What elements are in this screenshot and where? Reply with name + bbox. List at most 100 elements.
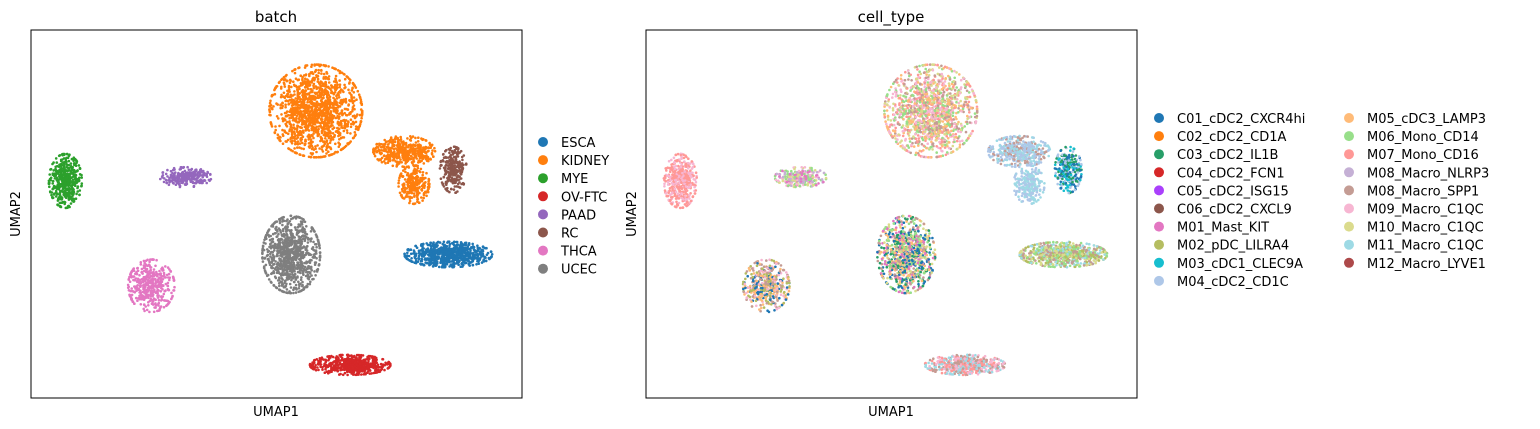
- scatter-point: [348, 91, 351, 95]
- scatter-point: [403, 155, 406, 158]
- scatter-point: [312, 132, 315, 135]
- scatter-point: [442, 175, 446, 179]
- scatter-point: [324, 75, 328, 79]
- scatter-point: [300, 114, 304, 118]
- scatter-point: [299, 98, 303, 101]
- scatter-point: [318, 113, 321, 117]
- scatter-point: [288, 95, 292, 99]
- scatter-point: [304, 104, 308, 108]
- scatter-point: [312, 240, 315, 244]
- scatter-point: [171, 177, 175, 180]
- scatter-point: [176, 181, 179, 185]
- scatter-point: [331, 132, 335, 135]
- scatter-point: [293, 99, 296, 102]
- scatter-point: [422, 185, 425, 189]
- scatter-point: [445, 262, 449, 266]
- scatter-point: [290, 269, 294, 272]
- scatter-point: [387, 147, 390, 151]
- scatter-point: [334, 80, 338, 84]
- scatter-point: [465, 261, 468, 265]
- scatter-point: [322, 72, 326, 76]
- scatter-point: [277, 266, 280, 270]
- scatter-point: [274, 125, 277, 128]
- scatter-point: [304, 73, 308, 77]
- scatter-point: [157, 298, 161, 302]
- scatter-point: [315, 100, 319, 104]
- scatter-point: [297, 290, 301, 294]
- scatter-point: [279, 231, 283, 234]
- scatter-point: [407, 174, 411, 178]
- scatter-point: [65, 176, 69, 180]
- scatter-point: [298, 129, 302, 133]
- scatter-point: [151, 303, 155, 306]
- scatter-point: [313, 63, 316, 66]
- scatter-point: [283, 242, 287, 245]
- scatter-point: [315, 245, 318, 249]
- scatter-point: [455, 259, 459, 263]
- scatter-point: [457, 178, 461, 181]
- scatter-point: [415, 246, 419, 249]
- scatter-point: [267, 278, 271, 281]
- scatter-point: [66, 204, 70, 208]
- scatter-point: [268, 245, 271, 249]
- scatter-point: [402, 158, 406, 162]
- scatter-point: [309, 71, 313, 74]
- scatter-point: [170, 291, 173, 295]
- scatter-point: [469, 256, 473, 260]
- scatter-point: [71, 175, 74, 179]
- scatter-point: [278, 228, 282, 232]
- scatter-point: [409, 145, 413, 149]
- scatter-point: [399, 145, 402, 148]
- scatter-point: [296, 140, 300, 143]
- scatter-point: [332, 96, 335, 100]
- scatter-point: [65, 160, 68, 164]
- scatter-point: [69, 202, 73, 205]
- scatter-point: [489, 250, 493, 254]
- scatter-point: [51, 182, 54, 185]
- scatter-point: [176, 173, 180, 176]
- scatter-point: [305, 233, 309, 236]
- scatter-point: [148, 260, 151, 264]
- scatter-point: [445, 188, 449, 192]
- scatter-point: [313, 230, 316, 233]
- scatter-point: [344, 97, 348, 101]
- scatter-point: [380, 156, 384, 160]
- scatter-point: [392, 153, 396, 157]
- scatter-point: [352, 91, 356, 94]
- scatter-point: [293, 130, 296, 133]
- scatter-point: [282, 75, 286, 79]
- scatter-point: [303, 142, 307, 146]
- scatter-point: [269, 113, 272, 117]
- scatter-point: [297, 93, 301, 96]
- scatter-point: [406, 137, 409, 140]
- scatter-point: [280, 106, 284, 110]
- scatter-point: [350, 122, 353, 126]
- scatter-point: [449, 157, 453, 161]
- scatter-point: [299, 153, 302, 156]
- scatter-point: [303, 77, 307, 80]
- scatter-point: [351, 114, 355, 118]
- scatter-point: [346, 131, 349, 135]
- scatter-point: [423, 154, 426, 158]
- scatter-point: [186, 171, 190, 175]
- scatter-point: [420, 159, 424, 163]
- scatter-point: [327, 85, 330, 89]
- scatter-point: [302, 120, 306, 123]
- scatter-point: [319, 63, 323, 67]
- scatter-point: [285, 125, 289, 128]
- scatter-point: [312, 156, 316, 159]
- scatter-point: [422, 196, 426, 200]
- scatter-point: [459, 248, 462, 251]
- scatter-point: [305, 270, 308, 274]
- scatter-point: [305, 118, 309, 122]
- scatter-point: [444, 160, 448, 164]
- scatter-point: [433, 253, 437, 257]
- scatter-point: [395, 157, 399, 160]
- scatter-point: [74, 174, 78, 177]
- scatter-point: [340, 102, 343, 106]
- scatter-point: [284, 140, 288, 143]
- scatter-point: [162, 299, 166, 302]
- scatter-point: [337, 145, 341, 149]
- scatter-point: [398, 160, 402, 164]
- scatter-point: [299, 238, 303, 242]
